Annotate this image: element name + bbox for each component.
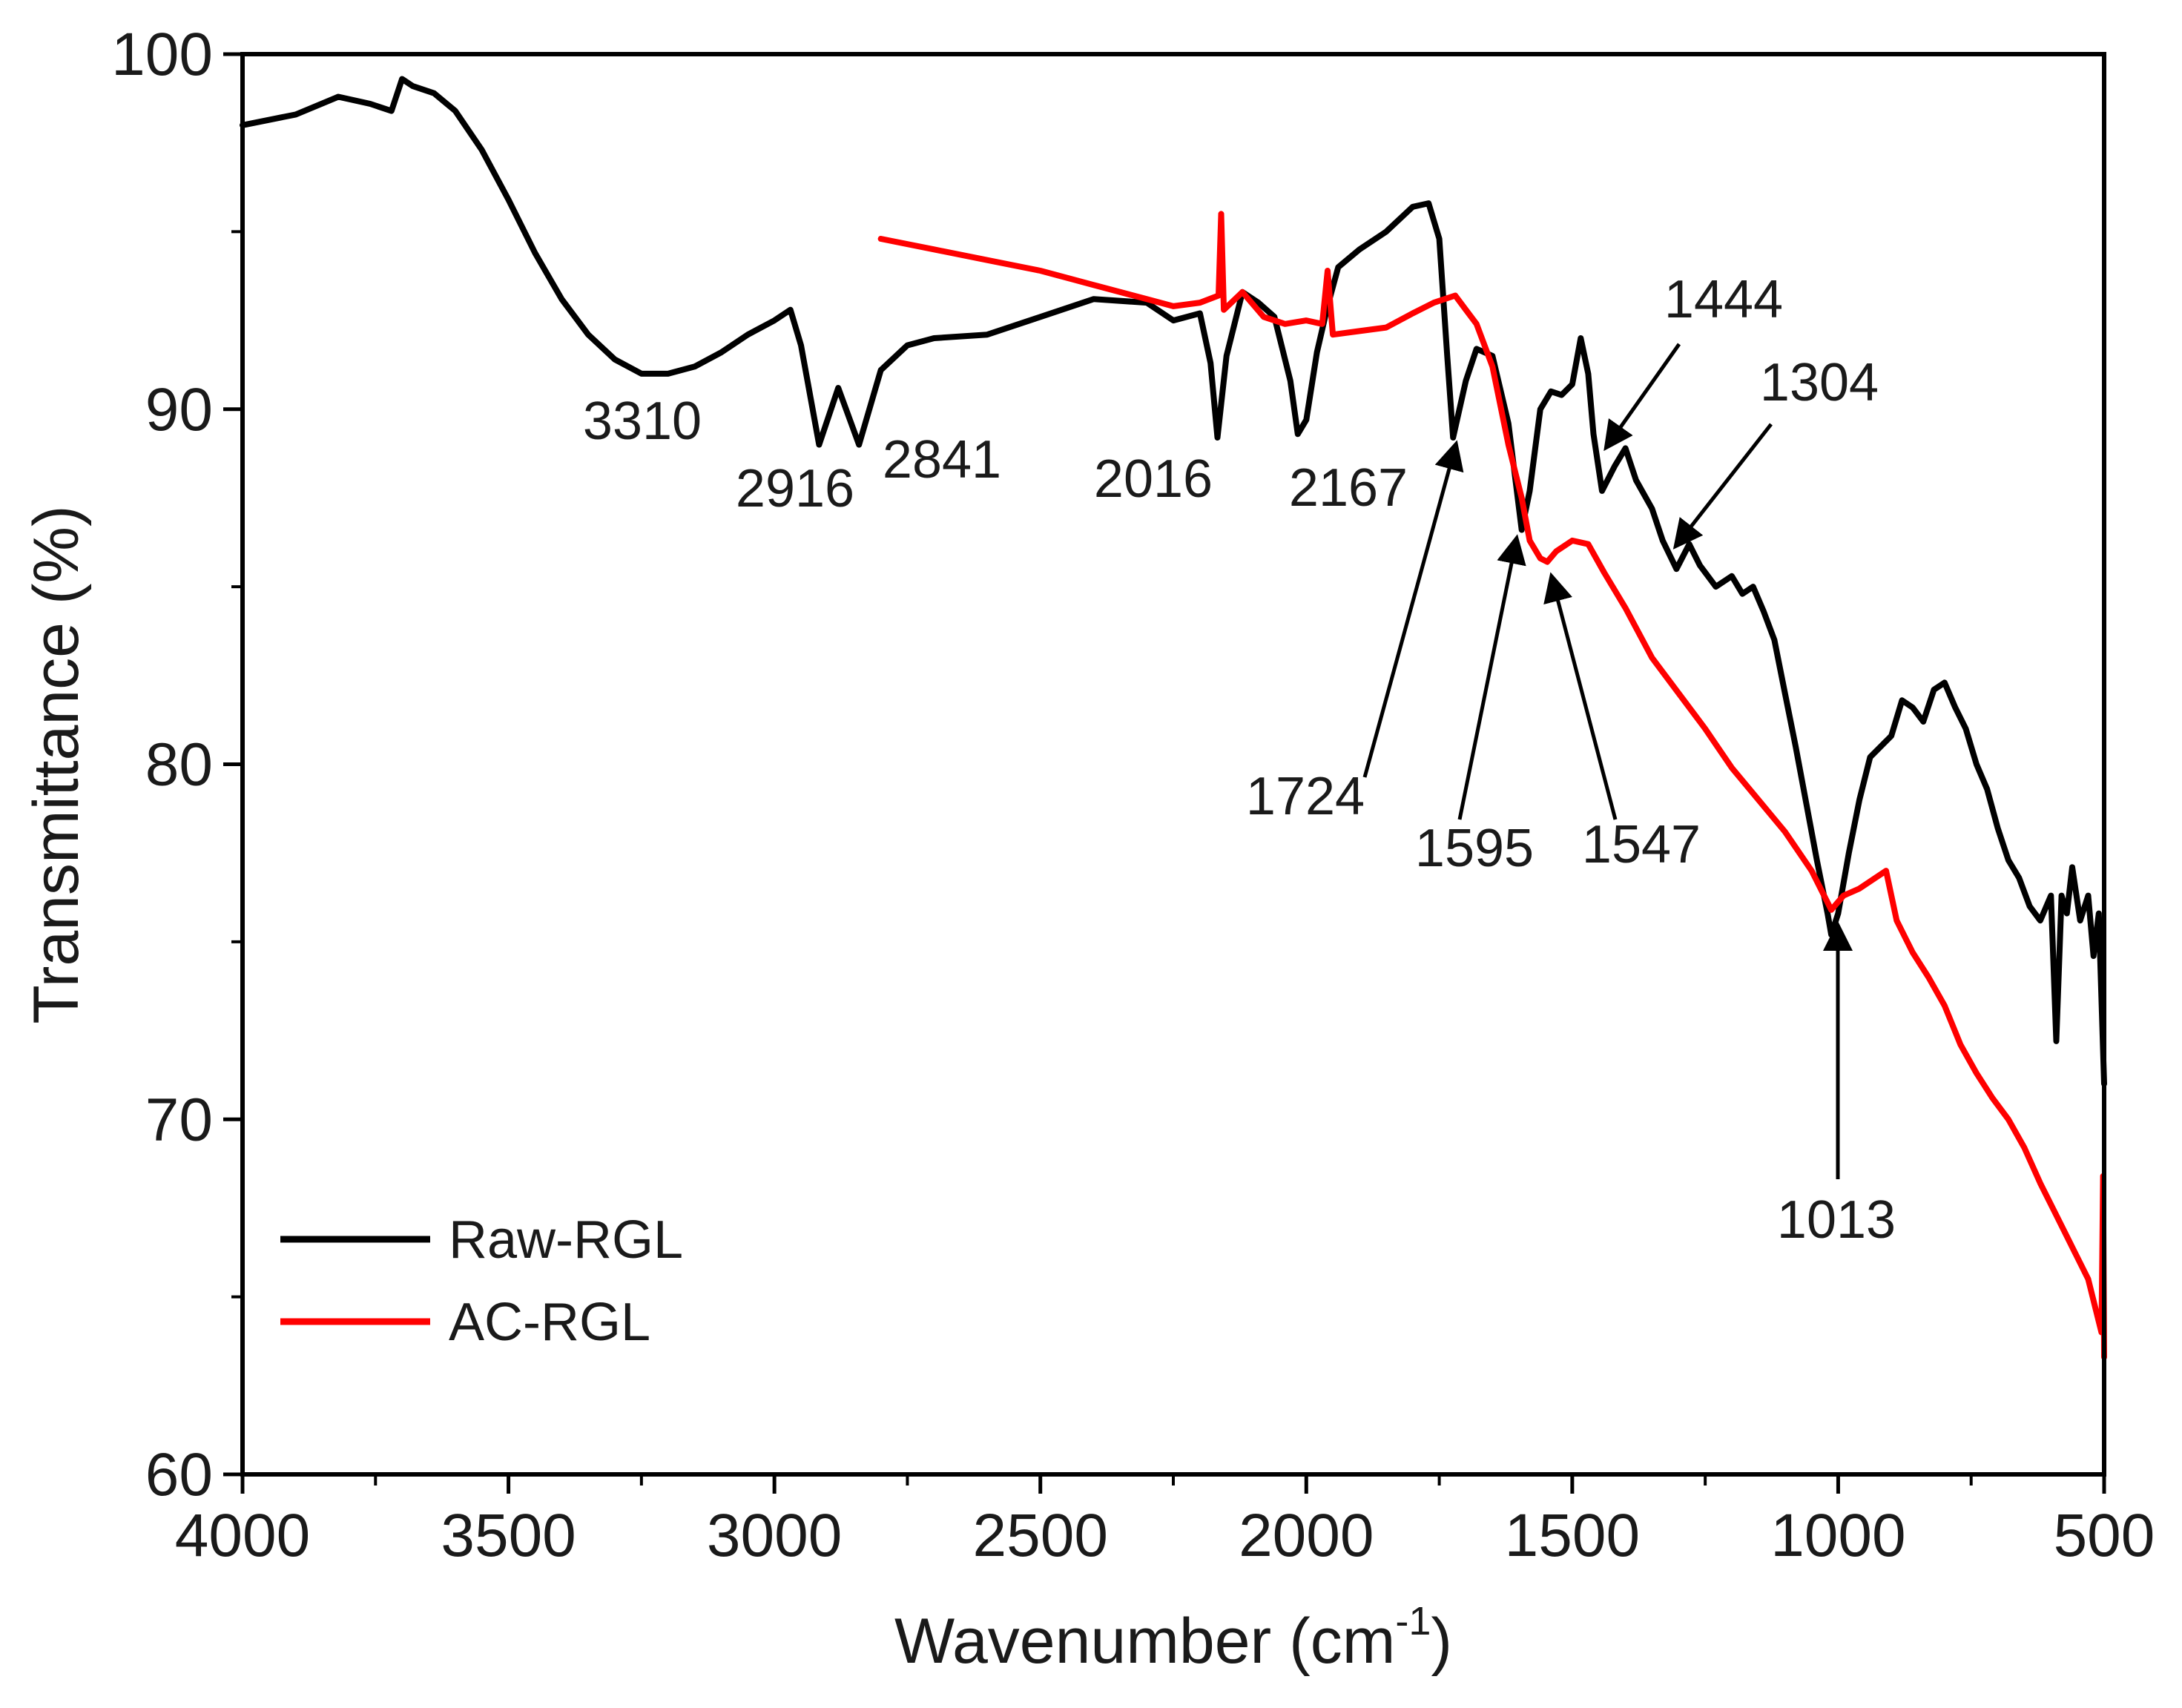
annotation-arrow-1595 [1457,534,1526,820]
y-tick-label: 80 [145,731,213,799]
tick-labels-layer: 4000 3500 3000 2500 2000 1500 1000 500 60 70 80 90 1… [111,21,2155,1569]
peak-label-1595: 1595 [1415,819,1534,878]
ticks-layer [223,52,2106,1494]
x-axis-title-main: Wavenumber (cm [894,1606,1395,1677]
x-axis-title: Wavenumber (cm-1) [894,1599,1452,1677]
x-tick-label: 1500 [1505,1502,1640,1569]
y-tick-label: 70 [145,1086,213,1153]
peak-label-2916: 2916 [736,459,854,518]
annotation-layer: 3310 2916 2841 2016 2167 1724 1595 1547 1444 1304… [583,270,1896,1250]
annotation-arrow-1547 [1543,572,1618,820]
legend-label-ac-rgl: AC-RGL [449,1293,650,1352]
annotation-arrow-1304 [1672,423,1773,550]
annotation-arrow-1444 [1603,343,1681,452]
series-layer [240,76,2107,1360]
x-tick-label: 3500 [441,1502,576,1569]
y-tick-label: 90 [145,376,213,444]
peak-label-3310: 3310 [583,392,702,451]
legend-label-raw-rgl: Raw-RGL [449,1210,683,1270]
y-tick-label: 60 [145,1441,213,1508]
series-line-ac-rgl [877,211,2107,1360]
peak-label-1304: 1304 [1760,353,1879,412]
x-tick-label: 2500 [973,1502,1108,1569]
y-axis-title: Transmittance (%) [21,505,92,1023]
x-tick-label: 2000 [1239,1502,1374,1569]
peak-label-1547: 1547 [1582,815,1701,874]
peak-label-2167: 2167 [1289,458,1408,518]
x-tick-label: 4000 [175,1502,310,1569]
x-axis-title-close: ) [1431,1606,1452,1677]
x-tick-label: 3000 [707,1502,842,1569]
y-tick-label: 100 [111,21,213,88]
peak-label-1724: 1724 [1246,767,1365,826]
peak-label-2841: 2841 [883,430,1001,489]
legend: Raw-RGL AC-RGL [280,1210,683,1352]
x-tick-label: 1000 [1770,1502,1905,1569]
peak-label-1444: 1444 [1664,270,1783,329]
x-axis-title-superscript: -1 [1395,1599,1431,1643]
annotation-arrow-1724 [1362,440,1464,778]
series-line-raw-rgl [240,76,2107,1087]
peak-label-2016: 2016 [1094,449,1213,509]
peak-label-1013: 1013 [1777,1190,1896,1250]
x-tick-label: 500 [2054,1502,2155,1569]
